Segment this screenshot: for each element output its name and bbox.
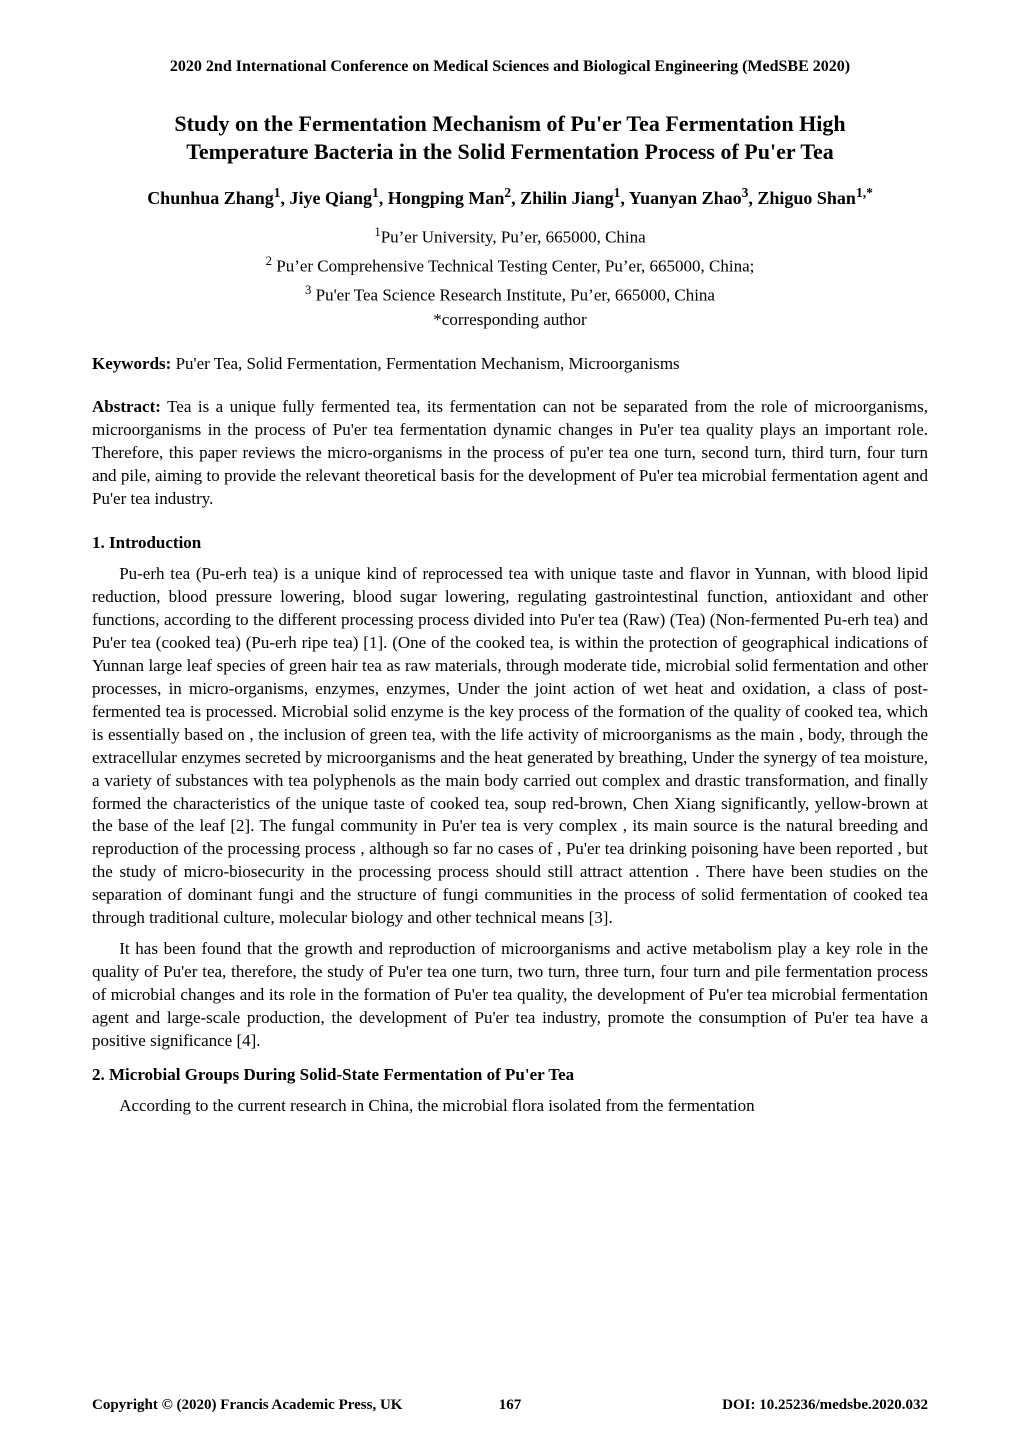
abstract: Abstract: Tea is a unique fully fermente… [92, 396, 928, 511]
corresponding-author: *corresponding author [92, 310, 928, 330]
title-line-2: Temperature Bacteria in the Solid Fermen… [186, 139, 834, 164]
keywords: Keywords: Pu'er Tea, Solid Fermentation,… [92, 354, 928, 374]
conference-header: 2020 2nd International Conference on Med… [92, 58, 928, 76]
section-1-para-1: Pu-erh tea (Pu-erh tea) is a unique kind… [92, 563, 928, 930]
section-2-heading: 2. Microbial Groups During Solid-State F… [92, 1065, 928, 1085]
affiliation-3: 3 Pu'er Tea Science Research Institute, … [92, 281, 928, 308]
footer-copyright: Copyright © (2020) Francis Academic Pres… [92, 1397, 402, 1414]
affiliation-2: 2 Pu’er Comprehensive Technical Testing … [92, 252, 928, 279]
page-footer: Copyright © (2020) Francis Academic Pres… [92, 1397, 928, 1414]
abstract-text: Tea is a unique fully fermented tea, its… [92, 397, 928, 508]
abstract-label: Abstract: [92, 397, 161, 416]
title-line-1: Study on the Fermentation Mechanism of P… [174, 111, 845, 136]
section-1-heading: 1. Introduction [92, 533, 928, 553]
footer-page-number: 167 [499, 1397, 522, 1414]
affiliation-1: 1Pu’er University, Pu’er, 665000, China [92, 223, 928, 250]
authors: Chunhua Zhang1, Jiye Qiang1, Hongping Ma… [92, 185, 928, 209]
section-2-para-1: According to the current research in Chi… [92, 1095, 928, 1118]
footer-doi: DOI: 10.25236/medsbe.2020.032 [722, 1397, 928, 1414]
paper-page: 2020 2nd International Conference on Med… [0, 0, 1020, 1442]
keywords-label: Keywords: [92, 354, 171, 373]
paper-title: Study on the Fermentation Mechanism of P… [92, 110, 928, 165]
section-1-para-2: It has been found that the growth and re… [92, 938, 928, 1053]
keywords-text: Pu'er Tea, Solid Fermentation, Fermentat… [171, 354, 679, 373]
